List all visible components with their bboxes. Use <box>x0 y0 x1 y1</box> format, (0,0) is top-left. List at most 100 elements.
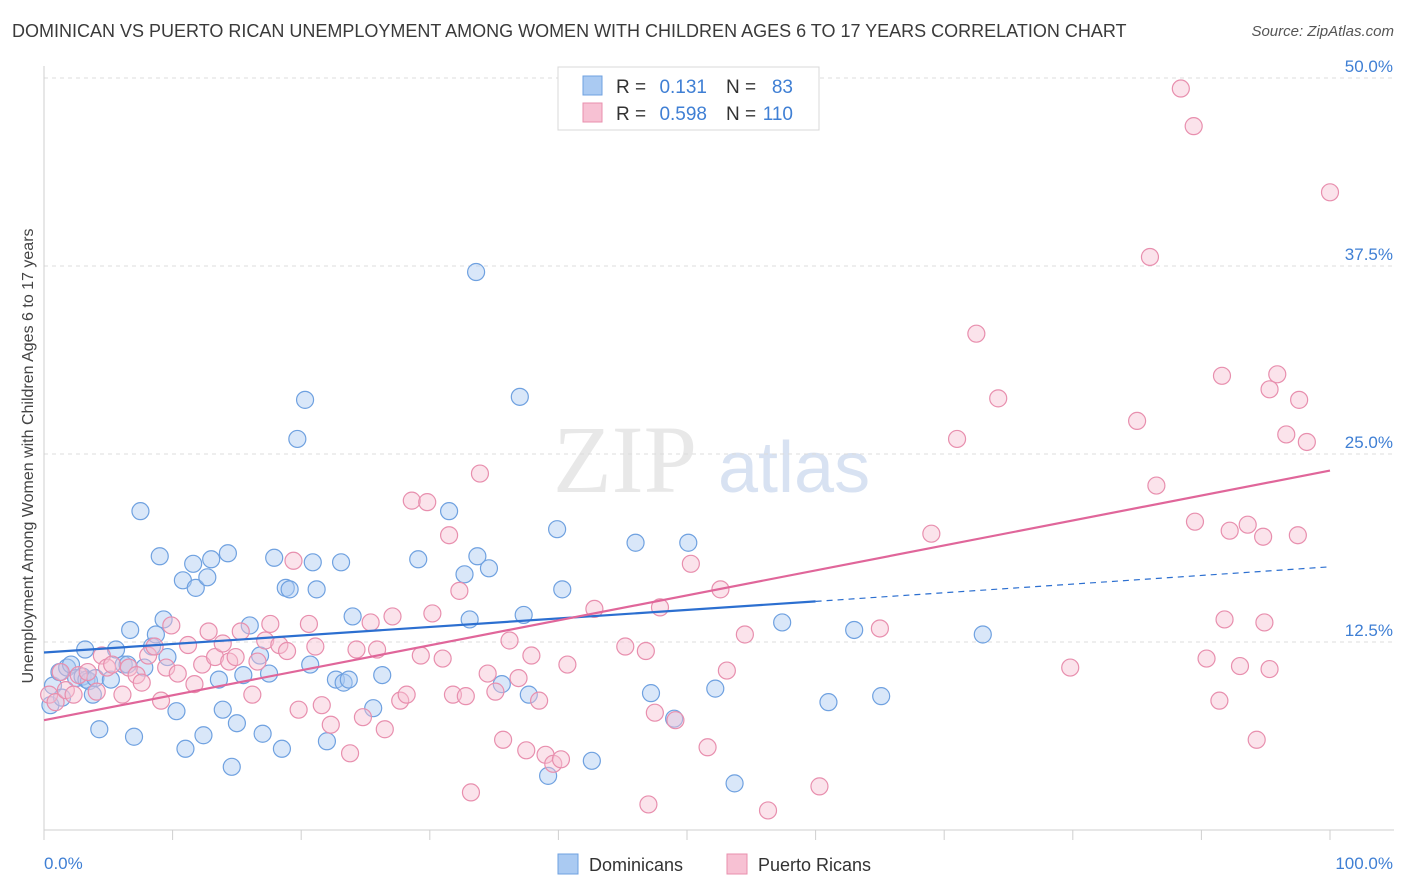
point-puerto-ricans <box>139 646 158 665</box>
point-puerto-ricans <box>509 668 528 688</box>
point-puerto-ricans <box>119 658 138 677</box>
y-tick-labels: 12.5% 25.0% 37.5% 50.0% <box>1345 57 1393 640</box>
point-dominicans <box>227 714 246 733</box>
chart-title: DOMINICAN VS PUERTO RICAN UNEMPLOYMENT A… <box>12 21 1127 41</box>
point-puerto-ricans <box>289 700 308 719</box>
trend-line-dominicans <box>43 600 816 654</box>
point-puerto-ricans <box>226 647 245 667</box>
point-puerto-ricans <box>1215 610 1234 629</box>
stats-swatch-dominicans <box>582 75 603 96</box>
point-dominicans <box>492 675 511 694</box>
point-puerto-ricans <box>1230 656 1250 676</box>
point-puerto-ricans <box>717 661 736 680</box>
point-dominicans <box>468 547 487 566</box>
point-puerto-ricans <box>1290 390 1309 409</box>
stats-n-value-0: 83 <box>772 77 793 98</box>
stats-legend: R = 0.131 N = 83 R = 0.598 N = 110 <box>557 66 820 131</box>
point-dominicans <box>373 665 392 685</box>
point-puerto-ricans <box>199 622 218 641</box>
point-puerto-ricans <box>1197 649 1216 668</box>
x-tick-label-max: 100.0% <box>1335 854 1393 873</box>
stats-r-label-0: R = <box>616 77 646 98</box>
point-puerto-ricans <box>478 664 497 683</box>
point-puerto-ricans <box>947 429 967 449</box>
point-puerto-ricans <box>1254 527 1273 546</box>
point-puerto-ricans <box>486 682 505 701</box>
stats-n-value-1: 110 <box>763 104 793 125</box>
point-dominicans <box>265 548 284 567</box>
point-puerto-ricans <box>500 631 519 650</box>
point-dominicans <box>90 720 109 739</box>
point-dominicans <box>626 533 645 552</box>
point-dominicans <box>135 658 154 677</box>
point-dominicans <box>553 580 572 599</box>
point-dominicans <box>176 739 195 758</box>
point-puerto-ricans <box>1297 432 1316 452</box>
point-puerto-ricans <box>213 634 232 653</box>
point-dominicans <box>280 580 299 599</box>
point-puerto-ricans <box>312 696 331 715</box>
legend-label-puerto-ricans: Puerto Ricans <box>758 855 871 875</box>
point-dominicans <box>209 670 228 689</box>
point-puerto-ricans <box>1220 521 1239 540</box>
point-puerto-ricans <box>1147 476 1166 495</box>
point-dominicans <box>339 670 358 689</box>
point-dominicans <box>819 693 838 712</box>
point-puerto-ricans <box>698 738 717 757</box>
point-dominicans <box>194 726 213 745</box>
legend-swatch-puerto-ricans <box>726 853 748 875</box>
point-puerto-ricans <box>321 715 340 734</box>
point-puerto-ricans <box>517 741 536 760</box>
point-dominicans <box>167 702 186 721</box>
point-dominicans <box>218 544 237 563</box>
point-puerto-ricans <box>758 801 778 820</box>
point-puerto-ricans <box>299 614 319 634</box>
point-puerto-ricans <box>522 646 541 665</box>
point-dominicans <box>288 429 307 449</box>
point-dominicans <box>872 687 891 706</box>
gridlines <box>44 77 1394 643</box>
point-puerto-ricans <box>470 464 490 483</box>
point-puerto-ricans <box>1185 512 1205 531</box>
point-puerto-ricans <box>494 730 513 749</box>
point-puerto-ricans <box>151 691 171 710</box>
point-puerto-ricans <box>418 493 437 512</box>
point-puerto-ricans <box>1061 658 1080 677</box>
trend-line-dominicans-extension <box>815 566 1331 602</box>
point-puerto-ricans <box>450 581 469 600</box>
trend-line-puerto-ricans <box>43 469 1331 722</box>
watermark: ZIP atlas <box>553 406 870 513</box>
point-dominicans <box>582 751 601 770</box>
point-puerto-ricans <box>162 616 181 635</box>
point-puerto-ricans <box>1320 183 1340 202</box>
point-dominicans <box>317 732 337 751</box>
y-tick-label: 12.5% <box>1345 621 1393 640</box>
point-puerto-ricans <box>1127 411 1147 431</box>
point-dominicans <box>240 616 259 635</box>
point-puerto-ricans <box>551 750 571 769</box>
point-dominicans <box>439 502 459 521</box>
point-dominicans <box>466 262 486 282</box>
point-puerto-ricans <box>1268 365 1287 384</box>
point-puerto-ricans <box>666 711 685 730</box>
x-axis-ticks <box>43 830 1331 840</box>
legend-label-dominicans: Dominicans <box>589 855 683 875</box>
watermark-atlas: atlas <box>718 428 870 508</box>
point-puerto-ricans <box>340 744 360 763</box>
point-puerto-ricans <box>168 664 187 683</box>
point-dominicans <box>303 553 322 572</box>
point-dominicans <box>519 685 538 704</box>
stats-r-value-0: 0.131 <box>659 77 707 98</box>
point-dominicans <box>514 605 533 625</box>
point-puerto-ricans <box>530 691 549 710</box>
point-puerto-ricans <box>439 526 459 545</box>
point-dominicans <box>222 757 241 776</box>
point-puerto-ricans <box>113 685 132 704</box>
point-dominicans <box>973 625 992 644</box>
point-puerto-ricans <box>1184 117 1203 136</box>
series-legend: Dominicans Puerto Ricans <box>557 853 871 875</box>
point-puerto-ricans <box>1238 515 1257 534</box>
point-puerto-ricans <box>157 658 176 677</box>
point-puerto-ricans <box>51 662 70 682</box>
point-puerto-ricans <box>681 554 700 573</box>
